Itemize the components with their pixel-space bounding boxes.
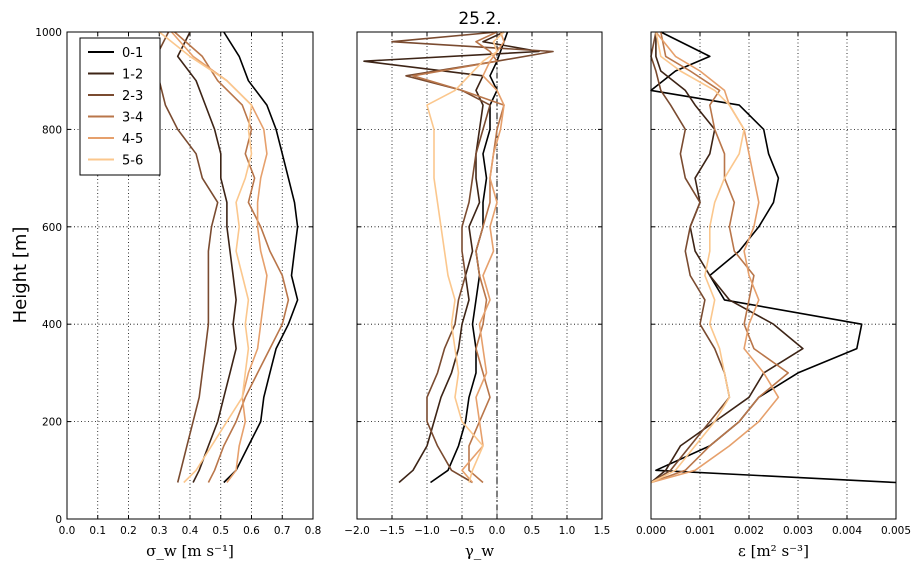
x-tick-label: 0.0 [489,525,506,537]
x-tick-label: 0.000 [636,525,666,537]
legend-entry: 5-6 [88,154,143,169]
series-line-3-4 [174,31,290,483]
panel-epsilon: 0.000 0.001 0.002 0.003 0.004 0.005 ε [m² s⁻³] [636,31,911,560]
x-tick-label: −1.0 [414,525,440,537]
series-line-1-2 [363,31,540,484]
series-line-4-5 [170,31,268,483]
legend-label: 2-3 [122,89,143,104]
y-tick-label: 600 [42,222,62,234]
legend-label: 3-4 [122,111,143,126]
series-line-1-2 [650,32,804,484]
y-tick-label: 200 [42,417,62,429]
series-line-4-5 [650,31,780,484]
series-line-2-3 [650,31,731,484]
panels: 0.0 0.1 0.2 0.3 0.4 0.5 0.6 0.7 0.8 0 200 400 600 800… [35,27,911,560]
legend-box [79,37,161,176]
legend-entry: 4-5 [88,132,143,147]
x-axis-label: ε [m² s⁻³] [738,542,809,560]
x-tick-label: 0.002 [734,525,764,537]
axes-frame [66,31,314,520]
x-tick-label: 0.6 [243,525,260,537]
series-line-0-1 [650,31,897,484]
axes-frame [650,31,897,520]
x-tick-label: 0.5 [212,525,229,537]
y-tick-label: 400 [42,319,62,331]
x-tick-label: −0.5 [449,525,475,537]
x-axis-label: γ_w [465,542,494,560]
x-tick-label: 0.004 [832,525,862,537]
x-tick-label: 0.0 [59,525,76,537]
x-tick-label: 0.1 [89,525,106,537]
legend-label: 1-2 [122,68,143,83]
x-tick-label: 1.5 [594,525,611,537]
y-tick-label: 0 [55,514,62,526]
series-line-1-2 [176,31,237,483]
y-axis-label: Height [m] [10,227,31,324]
legend: 0-1 1-2 2-3 3-4 4-5 5-6 [79,37,161,176]
y-tick-label: 800 [42,124,62,136]
x-axis-label: σ_w [m s⁻¹] [146,542,234,560]
series-line-3-4 [650,31,790,484]
x-tick-label: −2.0 [344,525,370,537]
series-line-5-6 [650,31,745,484]
figure-title: 25.2. [458,9,501,29]
y-tick-label: 1000 [35,27,62,39]
series-line-3-4 [412,31,505,484]
series-line-4-5 [461,31,505,484]
x-tick-label: 1.0 [559,525,576,537]
legend-label: 5-6 [122,154,143,169]
panel-gamma_w: −2.0 −1.5 −1.0 −0.5 0.0 0.5 1.0 1.5 γ_w [344,31,611,560]
series-line-5-6 [426,31,505,483]
x-tick-label: 0.8 [305,525,322,537]
series-line-0-1 [430,31,509,484]
x-tick-label: 0.5 [524,525,541,537]
x-tick-label: 0.2 [120,525,137,537]
legend-entry: 3-4 [88,111,143,126]
legend-label: 0-1 [122,46,143,61]
x-tick-label: −1.5 [379,525,405,537]
panel-sigma_w: 0.0 0.1 0.2 0.3 0.4 0.5 0.6 0.7 0.8 0 200 400 600 800… [35,27,321,560]
series-line-2-3 [391,31,554,484]
x-tick-label: 0.3 [151,525,168,537]
x-tick-label: 0.001 [685,525,715,537]
series-line-2-3 [155,31,219,483]
x-tick-label: 0.7 [274,525,291,537]
x-tick-label: 0.003 [783,525,813,537]
legend-entry: 0-1 [88,46,143,61]
x-tick-label: 0.005 [881,525,911,537]
legend-label: 4-5 [122,132,143,147]
series-line-0-1 [223,31,299,484]
x-tick-label: 0.4 [182,525,199,537]
legend-entry: 1-2 [88,68,143,83]
axes-frame [356,31,603,520]
series-line-5-6 [158,31,253,484]
legend-entry: 2-3 [88,89,143,104]
